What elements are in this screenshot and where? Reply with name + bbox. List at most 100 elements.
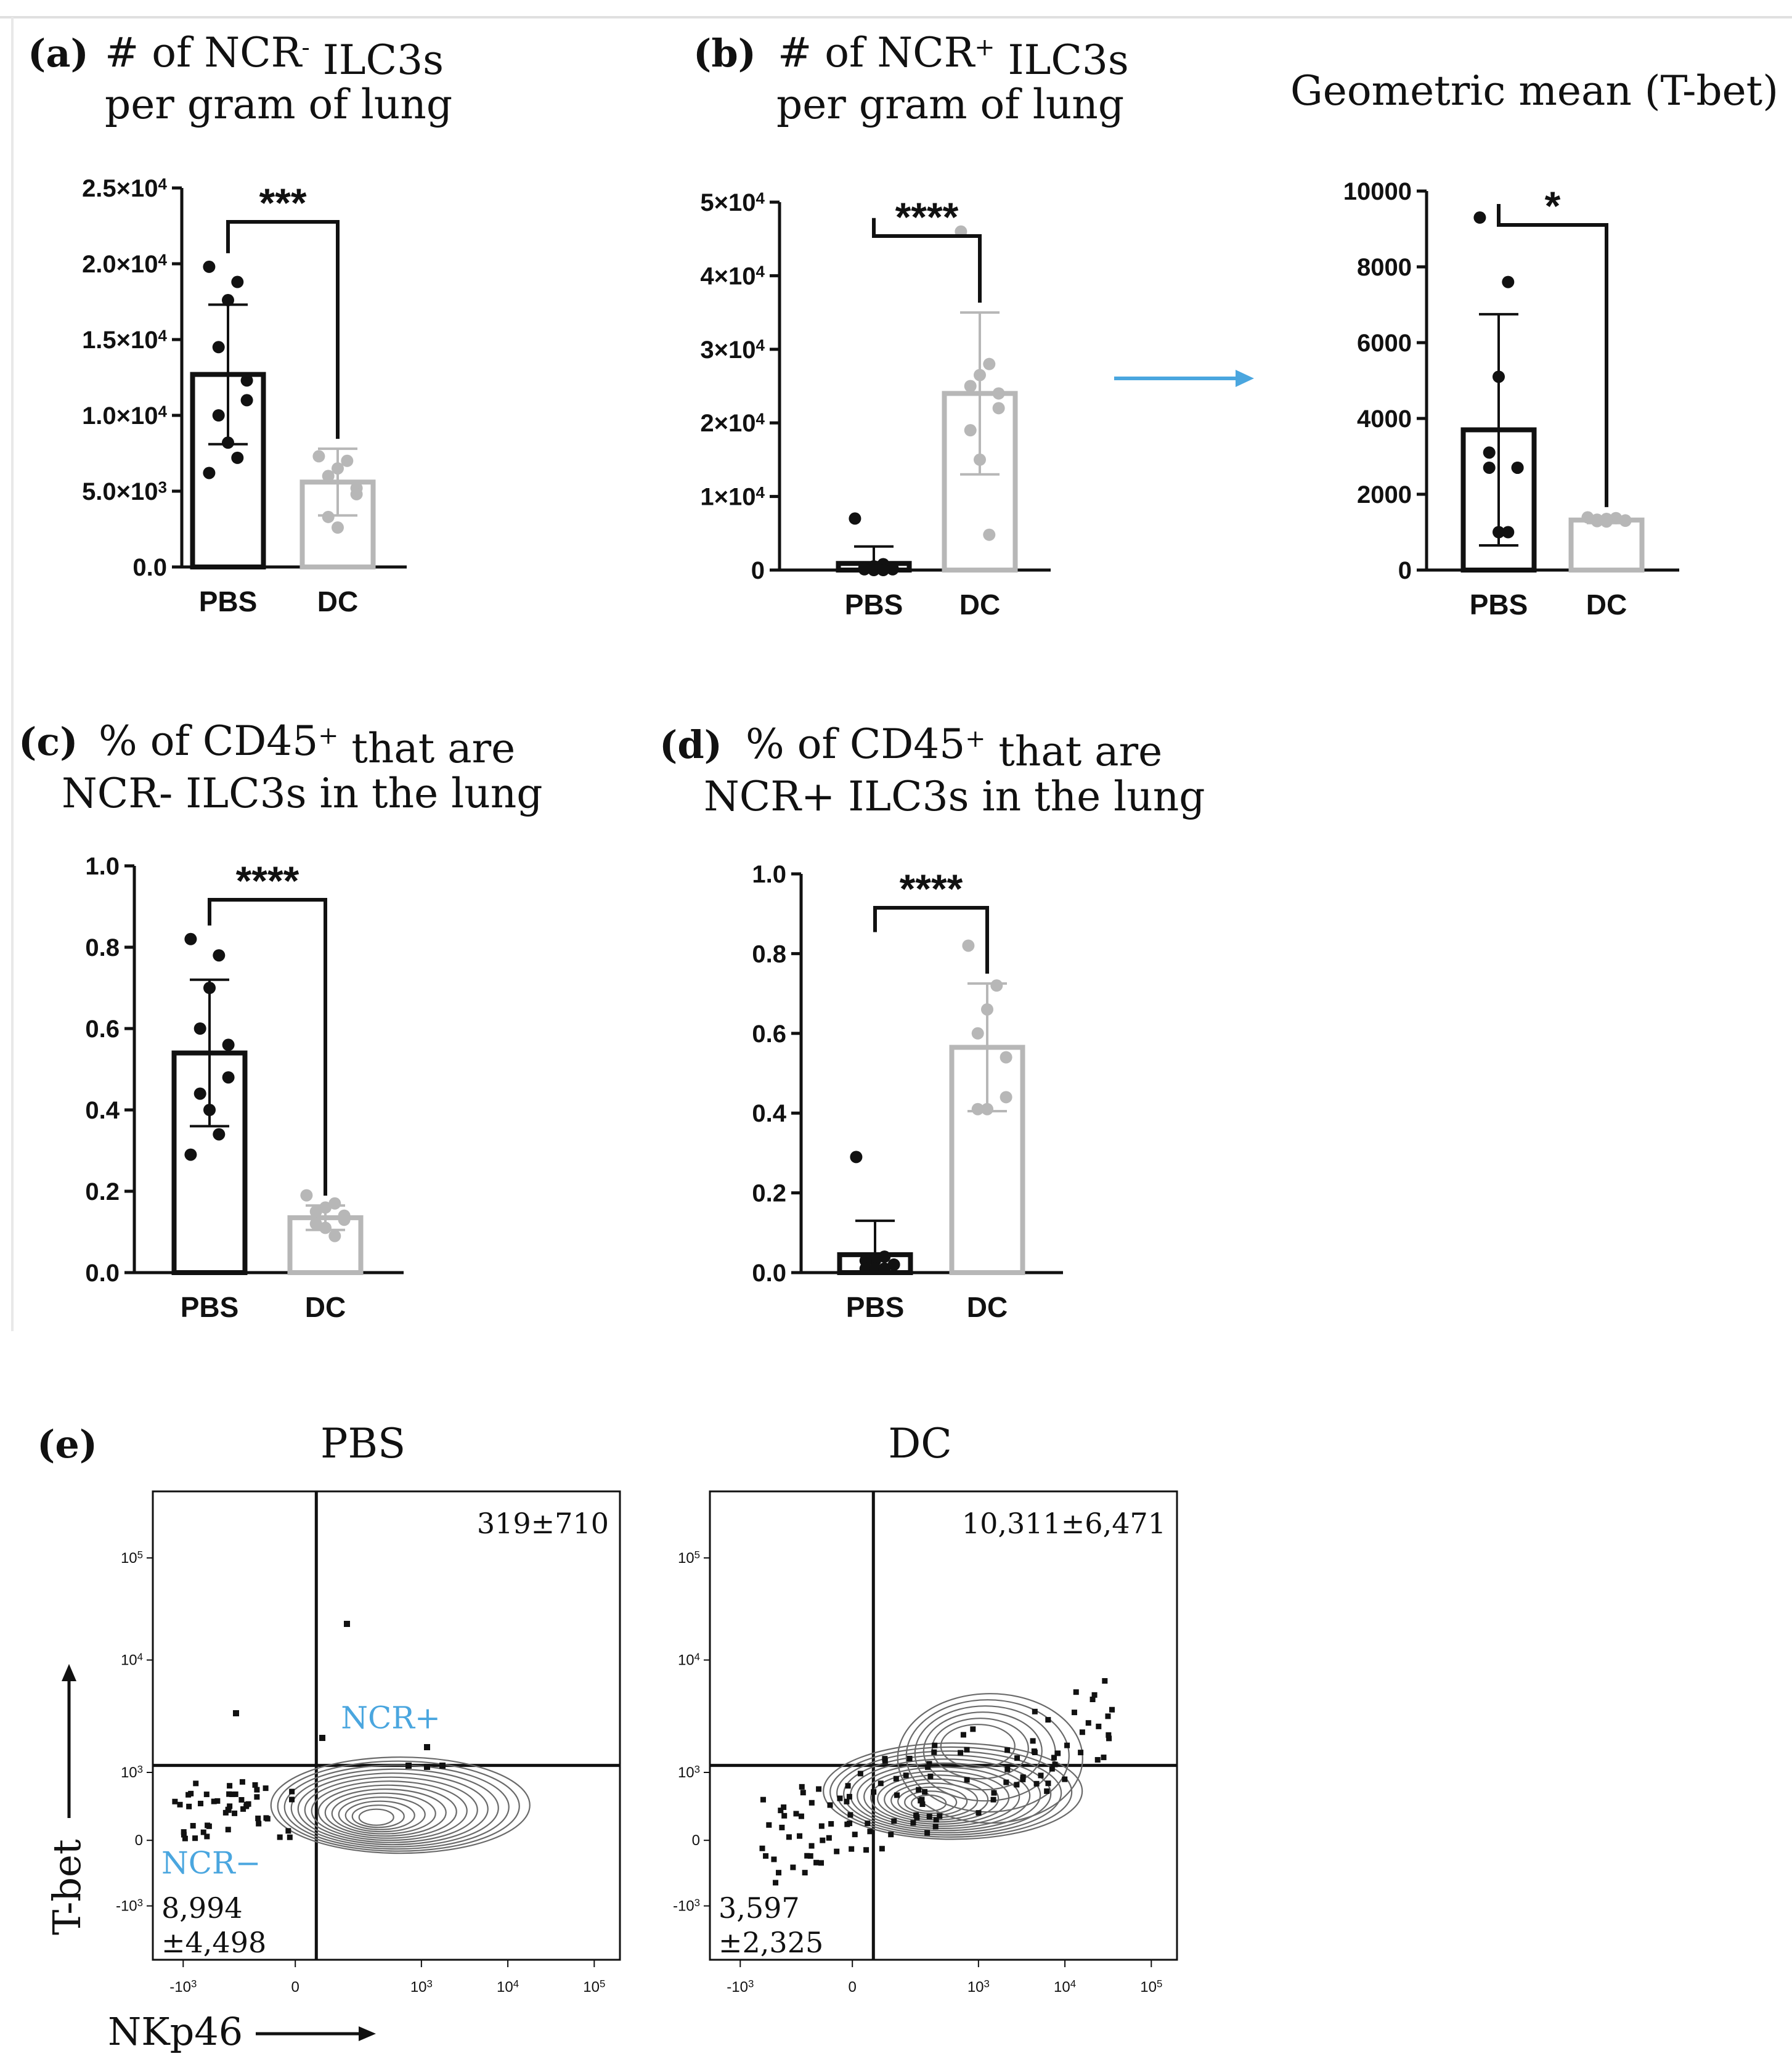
event-dot bbox=[233, 1710, 239, 1716]
event-dot bbox=[211, 1798, 217, 1804]
density-contour bbox=[843, 1754, 1052, 1833]
x-tick-label-dc: DC bbox=[1586, 589, 1627, 621]
data-point-pbs bbox=[877, 564, 890, 576]
event-dot bbox=[277, 1834, 283, 1840]
x-tick-label: 105 bbox=[583, 1978, 605, 1996]
data-point-dc bbox=[971, 1103, 984, 1115]
data-point-pbs bbox=[240, 374, 253, 387]
significance-stars: **** bbox=[236, 858, 299, 903]
density-contour bbox=[897, 1693, 1083, 1824]
significance-bracket bbox=[872, 218, 982, 303]
event-dot bbox=[188, 1790, 194, 1796]
data-point-pbs bbox=[1502, 526, 1515, 539]
data-point-pbs bbox=[203, 467, 216, 479]
density-contour bbox=[904, 1790, 958, 1814]
event-dot bbox=[964, 1747, 970, 1753]
event-dot bbox=[773, 1880, 779, 1886]
axis-arrowhead bbox=[359, 2026, 376, 2041]
x-tick-label-dc: DC bbox=[967, 1291, 1008, 1323]
data-point-pbs bbox=[184, 1148, 197, 1161]
y-tick-label: 0.0 bbox=[752, 1260, 786, 1287]
event-dot bbox=[1020, 1774, 1026, 1780]
density-contour bbox=[351, 1804, 405, 1828]
data-point-dc bbox=[1000, 1051, 1012, 1064]
data-point-dc bbox=[328, 1197, 341, 1210]
event-dot bbox=[990, 1796, 996, 1803]
chart-tbet: Geometric mean (T-bet) 0 2000 4000 6000 8000 1… bbox=[1290, 67, 1778, 621]
data-point-dc bbox=[1600, 515, 1613, 528]
event-dot bbox=[922, 1789, 928, 1795]
event-dot bbox=[925, 1764, 931, 1770]
event-dot bbox=[827, 1802, 833, 1808]
y-tick-label: 2.0×104 bbox=[82, 250, 167, 278]
event-dot bbox=[1094, 1757, 1101, 1763]
event-dot bbox=[1054, 1750, 1061, 1756]
event-dot bbox=[232, 1810, 238, 1816]
data-point-dc bbox=[981, 1003, 993, 1016]
x-tick-label: 104 bbox=[1054, 1978, 1076, 1996]
data-point-dc bbox=[319, 1221, 332, 1234]
event-dot bbox=[243, 1803, 250, 1809]
significance-stars: **** bbox=[900, 866, 963, 911]
significance-bracket bbox=[208, 898, 327, 1196]
event-dot bbox=[193, 1780, 199, 1787]
data-point-dc bbox=[328, 1229, 341, 1242]
flow-plot-title: PBS bbox=[320, 1420, 405, 1467]
density-contour bbox=[297, 1772, 489, 1846]
event-dot bbox=[222, 1809, 229, 1816]
x-tick-label: 105 bbox=[1140, 1978, 1162, 1996]
y-tick-label: 0.8 bbox=[752, 940, 786, 968]
event-dot bbox=[1105, 1713, 1111, 1719]
data-point-dc bbox=[332, 521, 344, 534]
event-dot bbox=[287, 1834, 293, 1840]
event-dot bbox=[891, 1818, 897, 1824]
event-dot bbox=[799, 1784, 805, 1790]
data-point-pbs bbox=[869, 1262, 881, 1275]
y-tick-label: 1.0 bbox=[85, 853, 120, 880]
data-point-dc bbox=[962, 939, 975, 952]
data-point-pbs bbox=[859, 1262, 872, 1275]
data-point-dc bbox=[974, 453, 986, 466]
event-dot bbox=[263, 1815, 269, 1821]
panel-label-a: (a) bbox=[28, 31, 89, 76]
data-point-dc bbox=[971, 1027, 984, 1040]
event-dot bbox=[937, 1813, 943, 1819]
panel-label-b: (b) bbox=[693, 31, 756, 76]
arrow-b-to-tbet bbox=[1114, 370, 1254, 387]
event-dot bbox=[181, 1832, 187, 1838]
data-point-dc bbox=[964, 380, 977, 393]
y-tick-label: 0.2 bbox=[752, 1180, 786, 1207]
density-contour bbox=[317, 1784, 457, 1839]
density-contour bbox=[922, 1711, 1043, 1791]
event-dot bbox=[916, 1787, 922, 1793]
significance-stars: * bbox=[1545, 183, 1561, 229]
data-point-dc bbox=[983, 357, 996, 370]
event-dot bbox=[958, 1750, 964, 1756]
event-dot bbox=[964, 1777, 970, 1783]
event-dot bbox=[816, 1786, 822, 1792]
flow-x-axis-title: NKp46 bbox=[108, 2009, 376, 2054]
event-dot bbox=[1079, 1729, 1085, 1735]
y-tick-label: 105 bbox=[678, 1549, 700, 1567]
data-point-pbs bbox=[887, 1258, 900, 1271]
event-dot bbox=[807, 1853, 813, 1859]
density-contour bbox=[344, 1800, 415, 1830]
data-point-dc bbox=[312, 450, 325, 463]
event-dot bbox=[225, 1827, 231, 1833]
event-dot bbox=[849, 1846, 855, 1852]
density-contour bbox=[277, 1760, 520, 1852]
event-dot bbox=[1004, 1766, 1011, 1772]
count-lower-left: ±2,325 bbox=[719, 1926, 823, 1959]
density-contour bbox=[290, 1768, 499, 1848]
data-point-dc bbox=[983, 528, 996, 541]
data-point-dc bbox=[990, 979, 1003, 992]
y-tick-label: 8000 bbox=[1357, 254, 1412, 281]
chart-subtitle-c: NCR- ILC3s in the lung bbox=[62, 770, 543, 817]
event-dot bbox=[867, 1828, 873, 1835]
event-dot bbox=[1106, 1732, 1112, 1738]
event-dot bbox=[227, 1783, 233, 1789]
flow-y-axis-title: T-bet bbox=[44, 1664, 89, 1935]
density-contour bbox=[331, 1792, 436, 1835]
event-dot bbox=[232, 1791, 238, 1797]
